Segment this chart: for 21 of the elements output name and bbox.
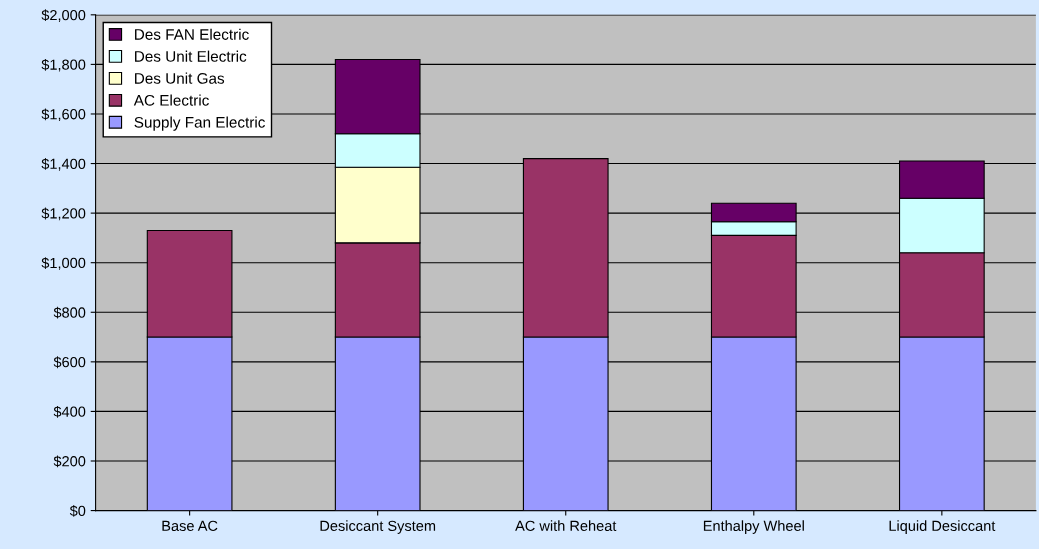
y-tick-label: $400 — [53, 405, 86, 418]
y-tick-label: $600 — [53, 356, 86, 369]
legend-label: Des Unit Electric — [135, 50, 247, 62]
y-tick-label: $1,400 — [41, 158, 86, 171]
y-tick-label: $1,600 — [41, 108, 86, 122]
y-tick-label: $2,000 — [41, 9, 86, 22]
y-tick-label: $800 — [53, 306, 86, 319]
legend-label: Des Unit Gas — [135, 72, 225, 84]
y-tick-label: $1,800 — [41, 58, 86, 72]
x-tick-label: Base AC — [162, 520, 218, 531]
y-tick-label: $0 — [69, 505, 86, 517]
y-tick-label: $1,200 — [41, 207, 86, 221]
legend-label: Des FAN Electric — [135, 28, 249, 40]
x-tick-label: Enthalpy Wheel — [703, 520, 804, 534]
x-tick-label: Desiccant System — [320, 520, 436, 534]
x-tick-label: AC with Reheat — [515, 520, 617, 531]
legend-label: AC Electric — [133, 94, 209, 106]
y-tick-label: $1,000 — [41, 257, 86, 270]
x-tick-label: Liquid Desiccant — [889, 520, 996, 534]
legend-label: Supply Fan Electric — [134, 116, 265, 131]
y-tick-label: $200 — [53, 455, 86, 468]
